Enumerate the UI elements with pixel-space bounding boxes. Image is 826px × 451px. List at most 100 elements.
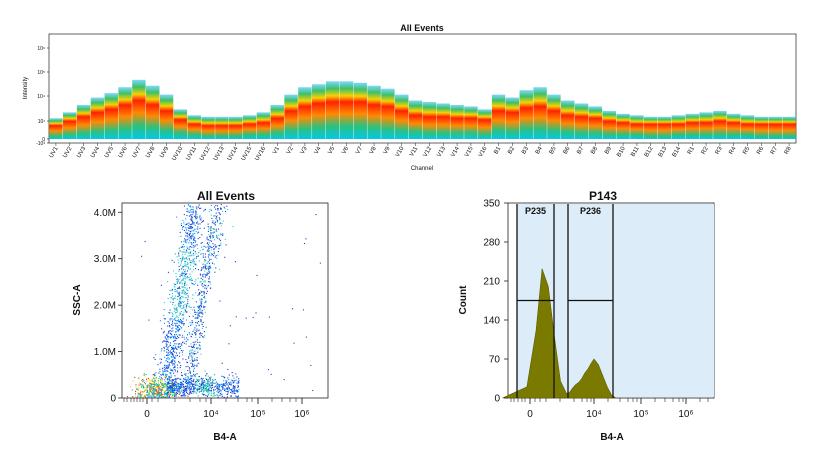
scatter-point xyxy=(177,346,179,348)
scatter-point xyxy=(197,310,199,312)
scatter-point xyxy=(146,385,148,387)
scatter-point xyxy=(175,325,177,327)
scatter-point xyxy=(166,395,169,397)
spectrum-column xyxy=(146,85,160,139)
scatter-point xyxy=(157,386,160,388)
spectrum-x-tick-label: B14 xyxy=(672,145,683,158)
scatter-point xyxy=(217,396,219,398)
scatter-point xyxy=(160,361,162,363)
scatter-point xyxy=(186,273,188,275)
scatter-point xyxy=(182,334,184,336)
scatter-point xyxy=(190,206,192,208)
scatter-point xyxy=(237,390,239,392)
scatter-point xyxy=(199,307,202,309)
scatter-point xyxy=(168,358,170,360)
scatter-point xyxy=(148,385,150,387)
scatter-point xyxy=(183,336,185,338)
scatter-point xyxy=(160,377,162,379)
spectrum-column xyxy=(187,115,201,139)
scatter-point xyxy=(302,309,305,311)
scatter-point xyxy=(170,301,172,303)
scatter-point xyxy=(173,283,175,285)
scatter-point xyxy=(213,393,215,395)
scatter-point xyxy=(186,240,188,242)
scatter-point xyxy=(184,393,186,395)
scatter-point xyxy=(183,311,185,313)
scatter-point xyxy=(208,253,210,256)
scatter-point xyxy=(208,278,210,280)
scatter-point xyxy=(199,227,201,229)
scatter-point xyxy=(201,311,203,313)
scatter-point xyxy=(191,334,193,336)
scatter-point xyxy=(209,252,211,254)
scatter-point xyxy=(171,388,173,390)
scatter-point xyxy=(205,292,208,295)
scatter-point xyxy=(187,372,189,374)
scatter-point xyxy=(208,258,210,260)
scatter-point xyxy=(201,322,203,324)
scatter-point xyxy=(166,341,168,343)
scatter-point xyxy=(169,309,171,311)
scatter-point xyxy=(138,378,140,380)
scatter-point xyxy=(191,363,193,365)
scatter-point xyxy=(175,309,177,311)
scatter-point xyxy=(165,368,167,370)
scatter-point xyxy=(179,297,181,299)
scatter-point xyxy=(200,320,202,323)
scatter-point xyxy=(191,226,194,229)
scatter-point xyxy=(176,311,179,313)
scatter-point xyxy=(161,379,164,381)
scatter-point xyxy=(233,380,235,382)
scatter-point xyxy=(181,293,183,295)
scatter-point xyxy=(215,246,217,248)
scatter-point xyxy=(174,366,176,368)
scatter-point xyxy=(184,239,187,241)
scatter-point xyxy=(189,236,191,238)
scatter-point xyxy=(142,385,144,387)
scatter-point xyxy=(209,386,211,389)
scatter-point xyxy=(191,230,193,232)
scatter-point xyxy=(153,390,155,392)
scatter-point xyxy=(168,364,170,366)
scatter-point xyxy=(173,393,175,395)
scatter-point xyxy=(161,383,163,385)
scatter-point xyxy=(182,286,184,289)
scatter-point xyxy=(137,395,139,397)
scatter-point xyxy=(160,284,162,286)
scatter-point xyxy=(224,256,226,258)
scatter-point xyxy=(195,384,197,387)
scatter-point xyxy=(177,343,180,345)
scatter-point xyxy=(267,369,270,371)
spectrum-column xyxy=(478,109,492,139)
scatter-point xyxy=(183,387,185,389)
scatter-point xyxy=(203,296,205,298)
spectrum-x-tick-label: V12 xyxy=(423,145,434,158)
scatter-point xyxy=(173,319,175,321)
spectrum-column xyxy=(422,102,437,139)
scatter-point xyxy=(196,384,198,386)
scatter-point xyxy=(184,330,186,332)
scatter-point xyxy=(183,307,185,309)
scatter-point xyxy=(217,384,219,386)
scatter-point xyxy=(159,362,161,364)
scatter-point xyxy=(142,381,144,383)
scatter-point xyxy=(194,358,196,360)
scatter-point xyxy=(179,392,181,394)
scatter-point xyxy=(212,235,214,238)
scatter-point xyxy=(181,301,183,303)
scatter-point xyxy=(192,355,194,357)
scatter-point xyxy=(169,342,171,344)
scatter-point xyxy=(169,332,171,334)
scatter-point xyxy=(196,312,198,314)
scatter-point xyxy=(180,273,183,275)
scatter-point xyxy=(176,383,178,385)
scatter-point xyxy=(179,386,181,388)
scatter-point xyxy=(163,302,165,304)
spectrum-x-tick-label: V8 xyxy=(369,145,378,155)
scatter-point xyxy=(145,394,147,396)
histogram-y-tick-label: 0 xyxy=(494,394,500,405)
scatter-point xyxy=(164,365,166,367)
scatter-point xyxy=(170,374,172,376)
scatter-point xyxy=(190,241,192,244)
scatter-point xyxy=(191,383,193,385)
